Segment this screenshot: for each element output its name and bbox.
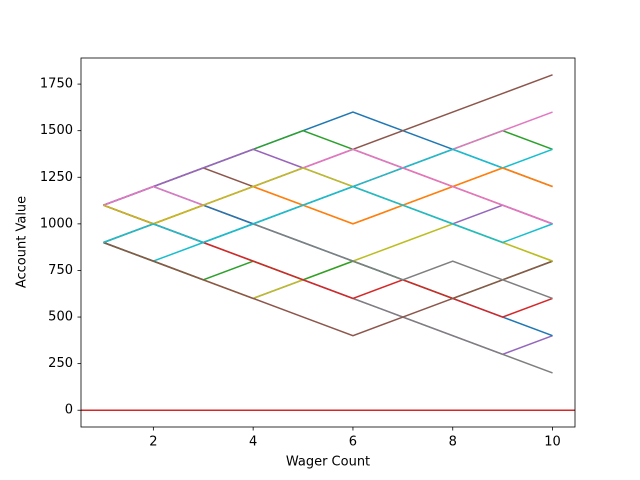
x-tick-label: 2	[149, 435, 157, 450]
y-tick-label: 500	[48, 310, 73, 325]
y-tick-label: 1500	[40, 123, 73, 138]
plot-frame	[80, 57, 576, 428]
x-axis-label: Wager Count	[286, 455, 370, 470]
x-tick-label: 10	[544, 435, 561, 450]
series-line	[103, 241, 553, 300]
x-tick-label: 8	[449, 435, 457, 450]
series-line	[103, 129, 553, 206]
y-tick-label: 1000	[40, 216, 73, 231]
series-line	[103, 223, 553, 300]
x-tick-label: 6	[349, 435, 357, 450]
y-tick-label: 750	[48, 263, 73, 278]
series-line	[103, 241, 553, 337]
series-line	[103, 167, 553, 244]
x-tick-label: 4	[249, 435, 257, 450]
series-line	[103, 241, 553, 356]
series-line	[103, 148, 553, 262]
y-tick-label: 1750	[40, 77, 73, 92]
series-line	[103, 223, 553, 374]
series-line	[103, 148, 553, 225]
y-axis-label: Account Value	[15, 196, 30, 288]
series-line	[103, 148, 553, 225]
series-line	[103, 185, 553, 337]
series-line	[103, 223, 553, 300]
series-line	[103, 185, 553, 244]
y-tick-label: 1250	[40, 170, 73, 185]
series-line	[103, 204, 553, 318]
y-tick-label: 0	[65, 403, 73, 418]
y-tick-label: 250	[48, 356, 73, 371]
